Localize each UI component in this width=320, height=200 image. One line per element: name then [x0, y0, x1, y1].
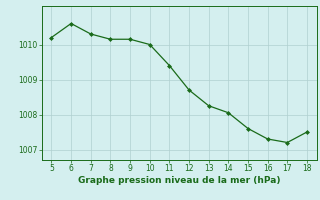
X-axis label: Graphe pression niveau de la mer (hPa): Graphe pression niveau de la mer (hPa) — [78, 176, 280, 185]
